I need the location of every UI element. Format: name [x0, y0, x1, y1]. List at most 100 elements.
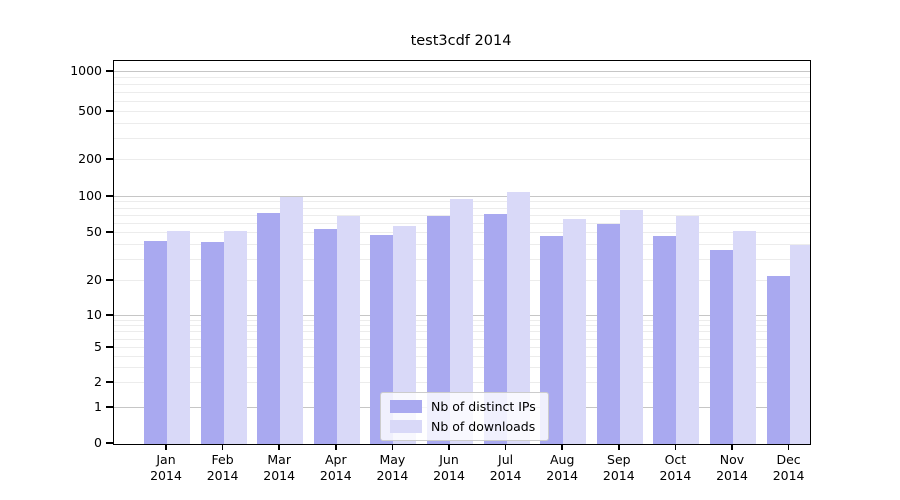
y-tick-mark	[106, 195, 113, 197]
month-label: Jan	[156, 452, 176, 467]
y-tick-label: 100	[78, 188, 102, 203]
x-tick-label-aug: Aug 2014	[532, 452, 592, 484]
x-tick-mark	[787, 444, 790, 450]
x-tick-label-apr: Apr 2014	[306, 452, 366, 484]
month-label: Aug	[549, 452, 575, 467]
y-tick-mark	[106, 346, 113, 348]
y-tick-mark	[106, 110, 113, 112]
bar-may-downloads	[393, 226, 417, 444]
x-tick-mark	[165, 444, 167, 450]
bar-aug-downloads	[563, 218, 587, 444]
x-tick-label-may: May 2014	[362, 452, 422, 484]
bar-jun-downloads	[450, 198, 473, 444]
x-tick-mark	[448, 444, 450, 450]
bar-jan-downloads	[167, 230, 190, 444]
y-tick-mark	[106, 279, 113, 281]
minor-gridline	[114, 122, 810, 124]
y-tick-mark	[106, 406, 113, 408]
x-tick-label-dec: Dec 2014	[759, 452, 819, 484]
x-tick-mark	[504, 444, 507, 450]
bar-feb-distinct-ips	[200, 242, 224, 444]
bar-nov-downloads	[733, 230, 756, 444]
year-label: 2014	[659, 468, 692, 483]
bar-may-distinct-ips	[370, 235, 394, 444]
bar-nov-distinct-ips	[710, 250, 733, 444]
legend-entry-distinct-ips: Nb of distinct IPs	[390, 399, 536, 414]
minor-gridline	[114, 83, 810, 85]
y-tick-label: 5	[94, 338, 102, 354]
year-label: 2014	[263, 468, 296, 483]
y-tick-mark	[106, 158, 113, 160]
bar-apr-downloads	[336, 215, 360, 444]
year-label: 2014	[433, 468, 465, 483]
y-tick-label: 500	[78, 103, 102, 118]
bar-jun-distinct-ips	[427, 215, 450, 444]
y-tick-label: 1	[94, 398, 102, 414]
x-tick-mark	[618, 444, 620, 450]
x-tick-label-oct: Oct 2014	[645, 452, 705, 484]
month-label: Feb	[211, 452, 234, 467]
month-label: May	[379, 452, 406, 467]
minor-gridline	[114, 159, 810, 161]
y-tick-label: 50	[86, 224, 102, 239]
minor-gridline	[114, 111, 810, 113]
x-tick-mark	[674, 444, 677, 450]
legend-swatch-distinct-ips	[390, 400, 422, 413]
month-label: Nov	[719, 452, 745, 467]
y-tick-label: 10	[86, 307, 102, 322]
y-tick-mark	[106, 381, 113, 383]
minor-gridline	[114, 137, 810, 139]
x-tick-label-jun: Jun 2014	[419, 452, 479, 484]
month-label: Oct	[664, 452, 687, 467]
x-tick-mark	[335, 444, 337, 450]
x-tick-mark	[391, 444, 394, 450]
minor-gridline	[114, 91, 810, 93]
legend-label-distinct-ips: Nb of distinct IPs	[431, 399, 536, 414]
bar-oct-distinct-ips	[653, 236, 677, 444]
y-tick-label: 0	[94, 435, 102, 450]
month-label: Dec	[776, 452, 801, 467]
month-label: Jul	[498, 452, 514, 467]
plot-area	[113, 60, 811, 445]
month-label: Jun	[439, 452, 459, 467]
y-tick-mark	[106, 314, 113, 316]
bar-feb-downloads	[223, 230, 247, 444]
bar-dec-distinct-ips	[766, 276, 790, 444]
y-tick-mark	[106, 70, 113, 72]
bar-oct-downloads	[676, 215, 700, 444]
x-tick-label-jul: Jul 2014	[476, 452, 536, 484]
x-tick-mark	[561, 444, 563, 450]
year-label: 2014	[489, 468, 522, 483]
x-tick-label-nov: Nov 2014	[702, 452, 762, 484]
bar-dec-downloads	[789, 244, 810, 444]
year-label: 2014	[546, 468, 579, 483]
year-label: 2014	[376, 468, 409, 483]
bar-mar-downloads	[280, 197, 304, 444]
y-tick-label: 2	[94, 373, 102, 389]
y-tick-label: 20	[86, 271, 102, 287]
bar-jul-distinct-ips	[483, 214, 507, 444]
year-label: 2014	[716, 468, 748, 483]
x-tick-mark	[731, 444, 733, 450]
year-label: 2014	[206, 468, 239, 483]
x-tick-label-jan: Jan 2014	[136, 452, 196, 484]
legend-swatch-downloads	[390, 420, 422, 433]
year-label: 2014	[772, 468, 805, 483]
y-tick-label: 200	[78, 151, 102, 166]
x-tick-label-sep: Sep 2014	[589, 452, 649, 484]
minor-gridline	[114, 100, 810, 102]
y-tick-mark	[106, 231, 113, 233]
x-tick-mark	[278, 444, 280, 450]
month-label: Mar	[267, 452, 291, 467]
year-label: 2014	[319, 468, 352, 483]
x-tick-label-feb: Feb 2014	[193, 452, 253, 484]
y-tick-label: 1000	[70, 62, 102, 78]
bar-jul-downloads	[506, 191, 530, 444]
month-label: Sep	[607, 452, 631, 467]
legend-entry-downloads: Nb of downloads	[390, 419, 536, 434]
x-tick-label-mar: Mar 2014	[249, 452, 309, 484]
major-gridline	[114, 71, 810, 72]
bar-sep-downloads	[619, 209, 643, 444]
minor-gridline	[114, 77, 810, 79]
